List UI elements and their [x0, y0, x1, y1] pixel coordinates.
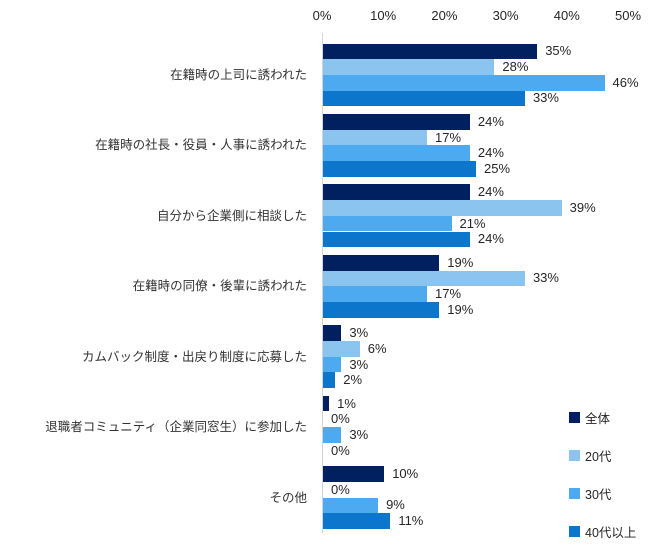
- value-label: 17%: [435, 286, 462, 302]
- category-label: 在籍時の社長・役員・人事に誘われた: [95, 138, 307, 153]
- x-axis-tick-label: 20%: [431, 8, 458, 23]
- bar-30代-6: [323, 497, 379, 514]
- legend-item-40代以上: 40代以上: [569, 522, 636, 542]
- value-label: 19%: [447, 254, 474, 270]
- y-axis-line: [322, 33, 323, 533]
- bar-40代以上-1: [323, 161, 476, 177]
- value-label: 24%: [477, 145, 504, 161]
- bar-40代以上-4: [323, 372, 336, 389]
- legend-swatch-icon: [569, 449, 580, 461]
- bar-30代-2: [323, 215, 452, 232]
- value-label: 0%: [331, 411, 350, 427]
- value-label: 11%: [398, 513, 424, 529]
- bar-40代以上-3: [323, 301, 440, 318]
- value-label: 6%: [367, 340, 387, 356]
- bar-40代以上-6: [323, 513, 391, 529]
- value-label: 3%: [349, 325, 369, 341]
- value-label: 0%: [331, 442, 350, 458]
- legend-swatch-icon: [569, 411, 580, 423]
- x-axis-tick-label: 50%: [614, 8, 642, 23]
- bar-20代-3: [323, 270, 525, 287]
- bar-全体-2: [323, 184, 470, 201]
- bar-20代-4: [323, 341, 360, 357]
- bar-30代-0: [323, 74, 605, 91]
- value-label: 24%: [477, 113, 504, 129]
- category-label: 退職者コミュニティ（企業同窓生）に参加した: [45, 420, 307, 435]
- value-label: 10%: [392, 466, 419, 482]
- bar-30代-1: [323, 145, 470, 162]
- value-label: 1%: [337, 395, 356, 411]
- legend-label: 全体: [585, 411, 611, 426]
- x-axis-tick-label: 30%: [492, 8, 519, 23]
- value-label: 24%: [477, 231, 504, 247]
- value-label: 33%: [532, 90, 559, 106]
- bar-20代-2: [323, 200, 562, 216]
- legend-swatch-icon: [569, 526, 580, 538]
- x-axis-tick-label: 0%: [312, 8, 332, 23]
- value-label: 19%: [447, 301, 474, 317]
- bar-20代-1: [323, 129, 428, 146]
- category-label: 在籍時の同僚・後輩に誘われた: [132, 279, 307, 294]
- value-label: 46%: [612, 74, 639, 90]
- bar-20代-0: [323, 59, 495, 75]
- category-label: 在籍時の上司に誘われた: [170, 67, 307, 82]
- bar-30代-3: [323, 286, 428, 302]
- bar-40代以上-2: [323, 231, 470, 248]
- category-label: 自分から企業側に相談した: [156, 208, 307, 223]
- value-label: 2%: [343, 372, 363, 388]
- category-label: その他: [269, 490, 307, 505]
- value-label: 35%: [545, 43, 572, 59]
- x-axis-tick-label: 10%: [370, 8, 397, 23]
- legend-item-30代: 30代: [569, 484, 611, 504]
- legend-label: 40代以上: [585, 526, 637, 541]
- value-label: 33%: [532, 270, 559, 286]
- bar-全体-6: [323, 466, 385, 482]
- value-label: 17%: [435, 129, 462, 145]
- legend-label: 20代: [585, 449, 612, 464]
- value-label: 39%: [569, 199, 596, 215]
- legend-item-全体: 全体: [569, 407, 610, 427]
- value-label: 28%: [502, 59, 529, 75]
- legend-label: 30代: [585, 488, 612, 503]
- bar-全体-4: [323, 325, 342, 341]
- bar-40代以上-0: [323, 90, 525, 107]
- bar-30代-4: [323, 356, 342, 373]
- bar-全体-0: [323, 43, 538, 60]
- value-label: 21%: [459, 215, 486, 231]
- value-label: 3%: [349, 427, 369, 442]
- x-axis-tick-label: 40%: [553, 8, 580, 23]
- value-label: 9%: [386, 497, 405, 513]
- legend-item-20代: 20代: [569, 445, 611, 465]
- bar-全体-1: [323, 113, 470, 130]
- legend-swatch-icon: [569, 488, 580, 500]
- bar-全体-3: [323, 254, 440, 271]
- bar-全体-5: [323, 395, 330, 412]
- bar-30代-5: [323, 427, 342, 443]
- value-label: 3%: [349, 356, 369, 372]
- value-label: 0%: [331, 481, 350, 497]
- value-label: 24%: [477, 184, 504, 200]
- category-label: カムバック制度・出戻り制度に応募した: [81, 349, 307, 364]
- value-label: 25%: [484, 160, 511, 176]
